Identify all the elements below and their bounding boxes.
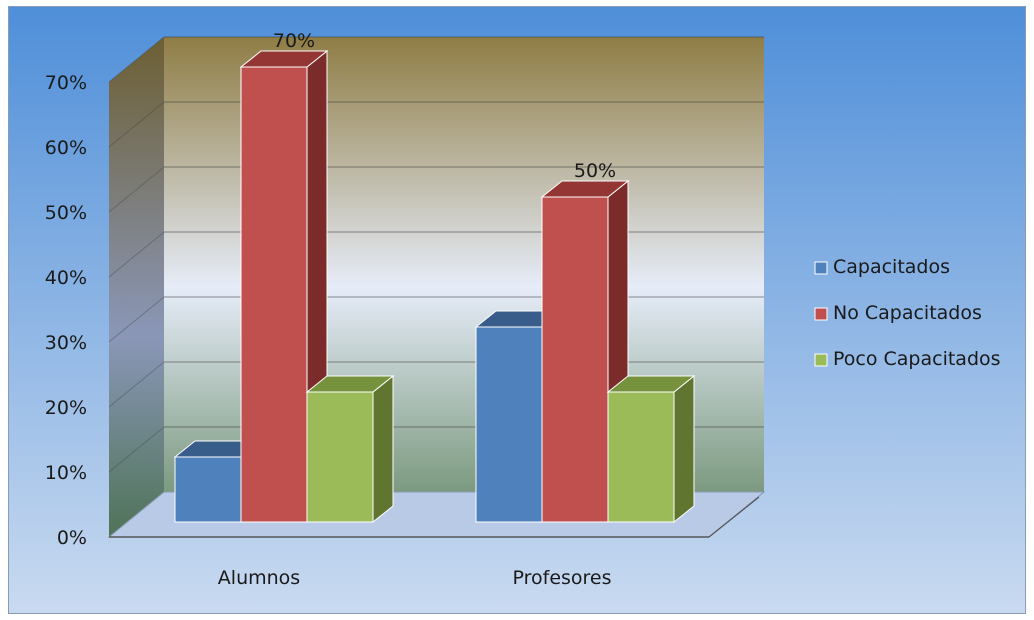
chart-frame: 0% 10% 20% 30% 40% 50% 60% 70% 70% 50% Alumnos Pr… bbox=[8, 6, 1026, 614]
bar-front bbox=[607, 391, 675, 523]
axes bbox=[109, 496, 760, 538]
gridline-side bbox=[108, 166, 165, 213]
bar-no-capacitados-profesores bbox=[540, 179, 630, 524]
legend-swatch bbox=[814, 307, 828, 321]
bar-front bbox=[240, 66, 308, 523]
y-tick-label: 50% bbox=[45, 202, 87, 224]
bar-poco-capacitados-profesores bbox=[606, 374, 696, 524]
y-tick-label: 0% bbox=[57, 527, 87, 549]
y-tick-label: 30% bbox=[45, 332, 87, 354]
bar-side bbox=[372, 374, 394, 524]
gridline-side bbox=[108, 426, 165, 473]
legend-swatch bbox=[814, 353, 828, 367]
bar-chart: 0% 10% 20% 30% 40% 50% 60% 70% 70% 50% Alumnos Pr… bbox=[9, 7, 1025, 613]
x-category-label: Alumnos bbox=[218, 567, 300, 589]
y-tick-label: 10% bbox=[45, 462, 87, 484]
data-label: 50% bbox=[574, 160, 616, 182]
gridline-side bbox=[108, 101, 165, 148]
y-tick-label: 20% bbox=[45, 397, 87, 419]
legend: Capacitados No Capacitados Poco Capacitado… bbox=[814, 256, 1001, 370]
gridline-side bbox=[108, 361, 165, 408]
x-axis-depth-line bbox=[708, 496, 760, 538]
x-category-label: Profesores bbox=[512, 567, 611, 589]
bar-front bbox=[174, 456, 242, 523]
bar-front bbox=[541, 196, 609, 523]
gridline-side bbox=[108, 296, 165, 343]
y-tick-label: 70% bbox=[45, 72, 87, 94]
data-labels: 70% 50% bbox=[273, 30, 616, 182]
legend-label: Poco Capacitados bbox=[833, 348, 1001, 370]
bar-front bbox=[475, 326, 543, 523]
bar-poco-capacitados-alumnos bbox=[305, 374, 395, 524]
bar-side bbox=[673, 374, 695, 524]
gridline-side bbox=[108, 36, 165, 83]
legend-label: No Capacitados bbox=[833, 302, 982, 324]
data-label: 70% bbox=[273, 30, 315, 52]
side-wall bbox=[109, 37, 164, 537]
y-tick-label: 60% bbox=[45, 137, 87, 159]
bar-front bbox=[306, 391, 374, 523]
x-axis-categories: Alumnos Profesores bbox=[218, 567, 612, 589]
legend-swatch bbox=[814, 261, 828, 275]
gridline-side bbox=[108, 231, 165, 278]
bars bbox=[173, 49, 696, 524]
y-tick-label: 40% bbox=[45, 267, 87, 289]
y-axis-ticks: 0% 10% 20% 30% 40% 50% 60% 70% bbox=[45, 72, 87, 549]
legend-label: Capacitados bbox=[833, 256, 950, 278]
